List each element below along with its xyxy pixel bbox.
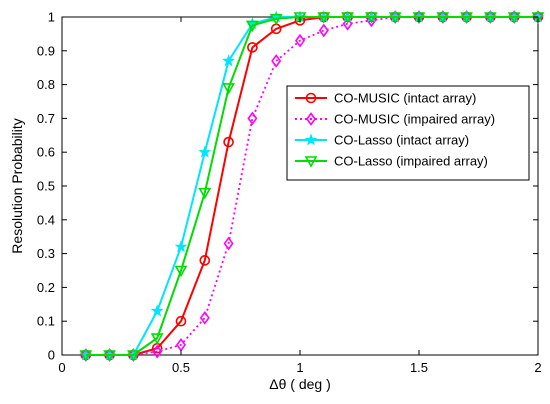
data-point-marker [295, 33, 305, 48]
data-point-marker [388, 12, 402, 24]
legend-label: CO-MUSIC (impaired array) [334, 112, 495, 127]
data-point-marker [341, 12, 354, 24]
data-point-marker [246, 20, 259, 33]
data-point-marker [293, 12, 307, 24]
data-point-marker [198, 187, 212, 200]
data-point-marker [222, 83, 235, 95]
data-point-marker [271, 54, 282, 68]
y-tick-label: 0.7 [37, 111, 55, 126]
plot-area [61, 16, 539, 356]
data-point-marker [460, 12, 473, 24]
data-point-marker [127, 350, 140, 362]
y-tick-label: 0.2 [37, 280, 55, 295]
data-point-marker [484, 12, 497, 24]
data-point-marker [318, 23, 329, 38]
x-axis-title: Δθ ( deg ) [269, 376, 331, 392]
series-3 [79, 12, 545, 362]
legend-entry: CO-MUSIC (intact array) [295, 91, 476, 106]
series-line [85, 16, 538, 356]
data-point-marker [174, 240, 188, 253]
data-point-marker [247, 42, 258, 53]
y-axis-title: Resolution Probability [9, 118, 25, 253]
x-tick-label: 1 [296, 360, 303, 375]
data-point-marker [304, 133, 318, 146]
data-point-marker [174, 265, 188, 278]
y-tick-label: 0.3 [37, 246, 55, 261]
x-tick-label: 0.5 [172, 360, 190, 375]
legend: CO-MUSIC (intact array) CO-MUSIC (impaire… [286, 85, 530, 181]
data-point-marker [150, 304, 164, 317]
legend-label: CO-MUSIC (intact array) [334, 91, 476, 106]
data-point-marker [79, 350, 93, 362]
data-point-marker [269, 13, 283, 26]
data-point-marker [304, 156, 318, 168]
data-point-marker [342, 16, 353, 31]
legend-box [286, 85, 530, 181]
y-tick-label: 0 [48, 348, 55, 363]
y-tick-label: 0.1 [37, 314, 55, 329]
data-point-marker [103, 350, 116, 362]
y-tick-label: 0.5 [37, 179, 55, 194]
x-tick-label: 2 [534, 360, 541, 375]
data-point-marker [247, 111, 258, 126]
y-tick-label: 1 [48, 10, 55, 25]
data-point-marker [152, 344, 163, 359]
y-tick-label: 0.4 [37, 212, 55, 227]
legend-label: CO-Lasso (intact array) [334, 133, 469, 148]
data-point-marker [317, 12, 331, 24]
data-point-marker [223, 136, 234, 148]
legend-label: CO-Lasso (impaired array) [334, 154, 488, 169]
data-point-marker [150, 333, 164, 345]
data-point-marker [436, 12, 450, 24]
series-layer [79, 10, 545, 362]
x-tick-label: 0 [58, 360, 65, 375]
data-point-marker [223, 236, 234, 251]
data-point-marker [175, 315, 187, 327]
tick-layer: 0 0.5 1 1.5 2 0 0.1 0.2 0.3 0.4 0.5 0.6 0.7 0.8 0.9 1 [37, 10, 542, 376]
data-point-marker [222, 54, 235, 67]
y-tick-label: 0.6 [37, 145, 55, 160]
data-point-marker [199, 255, 211, 266]
legend-entry: CO-Lasso (intact array) [295, 133, 469, 148]
data-point-marker [507, 12, 521, 24]
data-point-marker [199, 310, 210, 325]
data-point-marker [365, 12, 378, 24]
data-point-marker [412, 12, 426, 24]
y-tick-label: 0.9 [37, 43, 55, 58]
data-point-marker [305, 92, 317, 104]
legend-entry: CO-MUSIC (impaired array) [295, 112, 495, 127]
data-point-marker [198, 145, 212, 158]
y-tick-label: 0.8 [37, 77, 55, 92]
data-point-marker [306, 112, 316, 126]
legend-entry: CO-Lasso (impaired array) [295, 154, 488, 169]
x-tick-label: 1.5 [410, 360, 428, 375]
